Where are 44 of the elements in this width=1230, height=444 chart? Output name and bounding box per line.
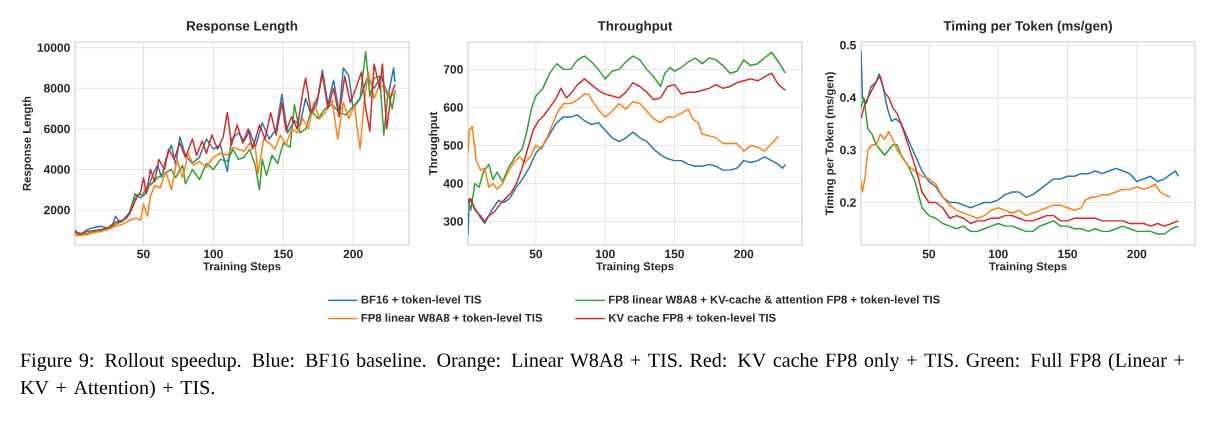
y-tick-label: 0.2 <box>840 198 856 207</box>
legend-label: FP8 linear W8A8 + token-level TIS <box>361 313 543 322</box>
line-series <box>468 51 787 211</box>
y-tick-label: 0.4 <box>840 93 857 102</box>
x-axis-title: Training Steps <box>203 262 281 273</box>
y-tick-label: 300 <box>443 217 463 226</box>
x-axis-title: Training Steps <box>989 262 1067 273</box>
x-tick-label: 200 <box>734 249 754 259</box>
y-axis-title: Response Length <box>22 96 34 191</box>
x-tick-label: 200 <box>343 249 363 259</box>
y-tick-label: 500 <box>443 141 463 150</box>
x-axis-title: Training Steps <box>596 262 674 273</box>
caption: Figure 9: Rollout speedup. Blue: BF16 baseline. Orange: Linear W8A8 + TIS. Red: KV cache FP8 only + TIS. Green: Full FP8 (Linear + KV + Attention) + TIS. <box>20 352 1184 399</box>
x-tick-label: 150 <box>665 249 685 259</box>
x-tick-label: 50 <box>137 249 150 259</box>
chart-title: Response Length <box>186 20 298 34</box>
y-tick-label: 6000 <box>44 124 70 134</box>
legend-label: BF16 + token-level TIS <box>361 295 482 304</box>
y-tick-label: 0.3 <box>840 145 856 155</box>
x-tick-label: 100 <box>595 249 615 259</box>
x-tick-label: 150 <box>1058 249 1078 259</box>
legend-label: KV cache FP8 + token-level TIS <box>609 313 776 322</box>
x-tick-label: 150 <box>273 249 293 259</box>
chart-title: Throughput <box>597 20 673 34</box>
line-series <box>468 72 787 223</box>
y-tick-label: 0.5 <box>840 40 856 50</box>
line-series <box>861 130 1171 219</box>
y-tick-label: 600 <box>443 103 463 112</box>
y-axis-title: Timing per Token (ms/gen) <box>825 72 836 216</box>
legend-label: FP8 linear W8A8 + KV-cache & attention FP8 + token-level TIS <box>609 295 940 304</box>
line-series <box>468 114 787 236</box>
x-tick-label: 200 <box>1127 249 1147 259</box>
x-tick-label: 100 <box>204 249 223 259</box>
y-tick-label: 700 <box>443 65 463 74</box>
x-tick-label: 50 <box>529 249 543 259</box>
x-tick-label: 50 <box>922 249 936 259</box>
y-tick-label: 4000 <box>43 165 70 174</box>
x-tick-label: 100 <box>988 249 1008 259</box>
y-tick-label: 10000 <box>37 43 70 52</box>
y-axis-title: Throughput <box>428 111 440 176</box>
chart-title: Timing per Token (ms/gen) <box>943 20 1112 34</box>
y-tick-label: 400 <box>443 179 463 188</box>
y-tick-label: 8000 <box>43 84 70 93</box>
y-tick-label: 2000 <box>44 205 70 215</box>
